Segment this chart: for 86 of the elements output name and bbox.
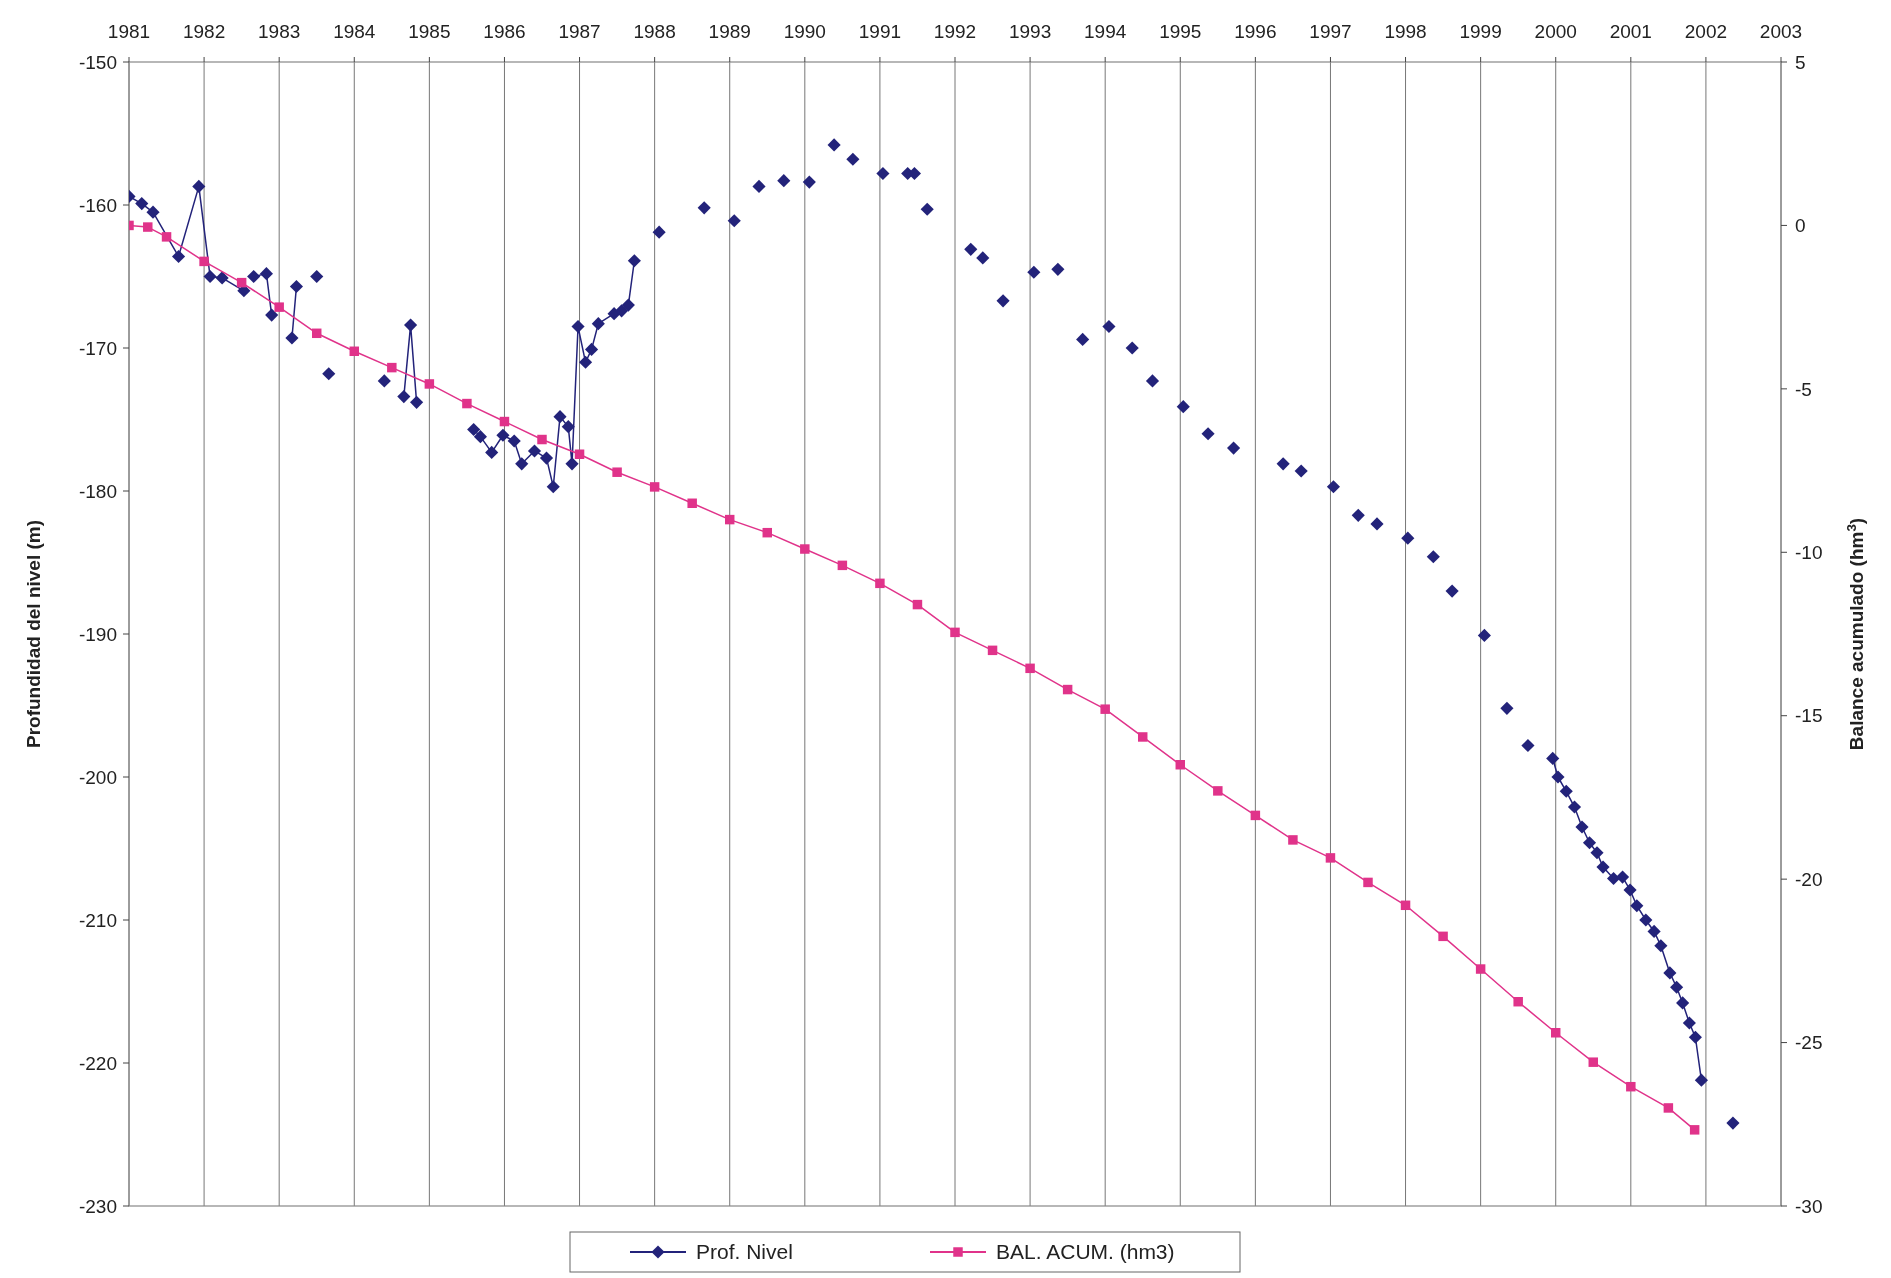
point <box>349 346 360 357</box>
y-tick-label: -230 <box>78 1195 117 1217</box>
point <box>1363 877 1373 888</box>
point <box>1550 1028 1561 1038</box>
point <box>724 514 735 525</box>
point <box>1588 1057 1599 1067</box>
y-tick-label: -200 <box>78 766 117 788</box>
point <box>387 362 397 373</box>
y2-tick-label: -10 <box>1795 541 1823 563</box>
point <box>687 498 697 508</box>
x-tick-label: 1996 <box>1234 21 1277 42</box>
x-tick-label: 2003 <box>1759 21 1803 42</box>
point <box>1475 964 1486 974</box>
x-tick-label: 1990 <box>783 21 826 42</box>
y2-tick-label: -5 <box>1795 378 1812 400</box>
x-tick-label: 1983 <box>258 21 301 42</box>
x-tick-label: 1987 <box>558 21 601 42</box>
point <box>762 527 773 538</box>
point <box>1325 853 1336 863</box>
y2-tick-label: -30 <box>1795 1195 1823 1217</box>
point <box>574 449 585 459</box>
x-tick-label: 2000 <box>1534 21 1577 42</box>
x-tick-label: 1991 <box>858 21 902 42</box>
x-tick-label: 1997 <box>1309 21 1352 42</box>
x-tick-label: 1982 <box>182 21 226 42</box>
point <box>1513 996 1523 1007</box>
point <box>143 222 153 232</box>
y2-tick-label: 5 <box>1795 51 1806 73</box>
point <box>875 578 885 589</box>
x-tick-label: 1999 <box>1459 21 1502 42</box>
point <box>274 302 284 312</box>
point <box>912 599 923 610</box>
point <box>1175 760 1186 770</box>
point <box>236 277 247 288</box>
y-tick-label: -210 <box>78 909 117 931</box>
y-tick-label: -190 <box>78 623 117 645</box>
point <box>1438 931 1448 942</box>
point <box>424 379 435 389</box>
x-tick-label: 1994 <box>1084 21 1127 42</box>
point <box>1626 1081 1636 1092</box>
point <box>1288 835 1298 845</box>
legend-label: Prof. Nivel <box>696 1240 793 1264</box>
x-tick-label: 1985 <box>408 21 451 42</box>
point <box>1100 704 1110 714</box>
point <box>462 398 472 409</box>
y-tick-label: -160 <box>78 194 117 216</box>
point <box>1213 786 1223 796</box>
point <box>649 482 660 492</box>
x-tick-label: 1981 <box>107 21 151 42</box>
x-tick-label: 2001 <box>1609 21 1652 42</box>
point <box>1250 810 1261 821</box>
point <box>161 232 172 242</box>
y2-tick-label: -25 <box>1795 1032 1823 1054</box>
x-tick-label: 2002 <box>1684 21 1728 42</box>
point <box>1663 1103 1674 1113</box>
point <box>837 560 848 571</box>
y-tick-label: -220 <box>78 1052 117 1074</box>
x-tick-label: 1995 <box>1159 21 1202 42</box>
x-tick-label: 1989 <box>708 21 751 42</box>
point <box>311 328 322 339</box>
legend-label: BAL. ACUM. (hm3) <box>996 1240 1175 1264</box>
y2-tick-label: -20 <box>1795 868 1823 890</box>
y2-tick-label: 0 <box>1795 215 1806 237</box>
point <box>1400 900 1411 911</box>
y-tick-label: -150 <box>78 51 117 73</box>
point <box>1689 1125 1700 1135</box>
x-tick-label: 1998 <box>1384 21 1427 42</box>
x-tick-label: 1992 <box>933 21 977 42</box>
point <box>499 416 510 427</box>
point <box>612 467 622 477</box>
point <box>1137 732 1148 742</box>
y-tick-label: -180 <box>78 480 117 502</box>
x-tick-label: 1984 <box>333 21 376 42</box>
y-axis-title: Profundidad del nivel (m) <box>23 519 44 749</box>
point <box>199 256 209 267</box>
point <box>1025 663 1035 674</box>
x-tick-label: 1988 <box>633 21 676 42</box>
y-tick-label: -170 <box>78 337 117 359</box>
y2-tick-label: -15 <box>1795 705 1823 727</box>
point <box>987 645 998 656</box>
point <box>537 434 547 445</box>
point <box>1062 684 1073 695</box>
x-tick-label: 1986 <box>483 21 526 42</box>
x-tick-label: 1993 <box>1008 21 1052 42</box>
point <box>800 544 810 554</box>
point <box>950 627 960 638</box>
